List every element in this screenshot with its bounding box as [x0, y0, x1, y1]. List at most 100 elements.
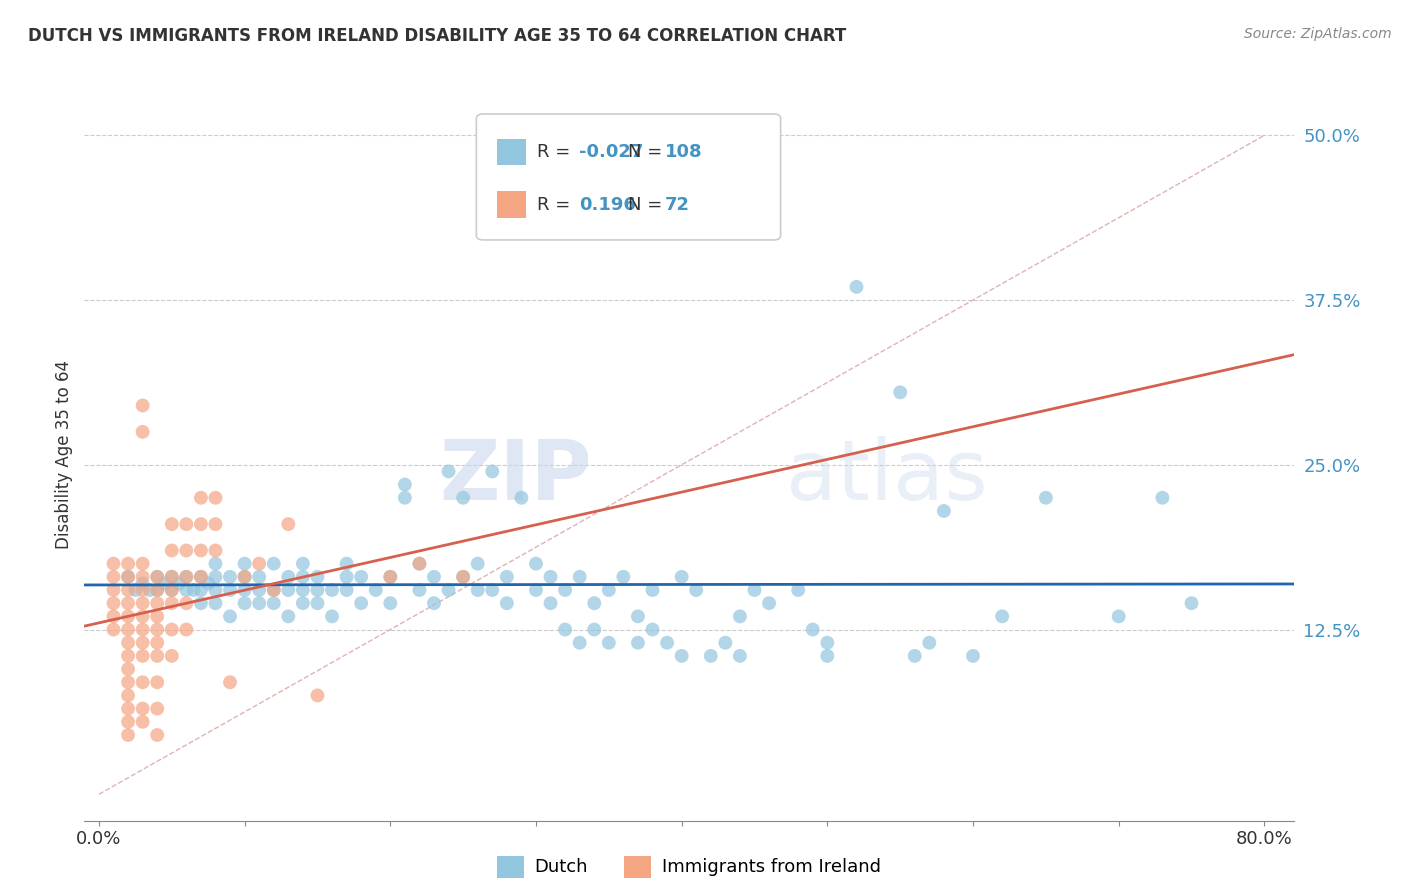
- Point: [131, 570, 153, 584]
- Point: [160, 648, 183, 663]
- Point: [176, 596, 198, 610]
- Point: [350, 570, 373, 584]
- Point: [685, 582, 707, 597]
- Point: [291, 557, 314, 571]
- Point: [437, 582, 460, 597]
- Text: 0.196: 0.196: [579, 195, 636, 213]
- Point: [380, 570, 402, 584]
- Point: [495, 596, 517, 610]
- Point: [204, 491, 226, 505]
- Point: [131, 399, 153, 413]
- Point: [160, 596, 183, 610]
- Point: [277, 582, 299, 597]
- Point: [568, 636, 591, 650]
- Point: [176, 517, 198, 532]
- Point: [904, 648, 927, 663]
- Point: [117, 570, 139, 584]
- Point: [204, 557, 226, 571]
- Point: [117, 623, 139, 637]
- Text: ZIP: ZIP: [440, 436, 592, 517]
- Point: [524, 557, 547, 571]
- Point: [714, 636, 737, 650]
- Point: [117, 701, 139, 715]
- Point: [190, 491, 212, 505]
- Point: [612, 570, 634, 584]
- Point: [190, 570, 212, 584]
- Point: [423, 570, 446, 584]
- Point: [291, 596, 314, 610]
- Point: [728, 648, 751, 663]
- Point: [146, 582, 169, 597]
- Point: [598, 582, 620, 597]
- Point: [728, 609, 751, 624]
- Point: [336, 570, 359, 584]
- Point: [889, 385, 911, 400]
- Point: [190, 570, 212, 584]
- Point: [131, 576, 153, 591]
- Point: [263, 596, 285, 610]
- Point: [146, 570, 169, 584]
- Point: [103, 596, 125, 610]
- Point: [176, 570, 198, 584]
- Point: [131, 714, 153, 729]
- Text: R =: R =: [537, 195, 582, 213]
- Point: [103, 582, 125, 597]
- Point: [117, 636, 139, 650]
- Point: [307, 582, 329, 597]
- Point: [962, 648, 984, 663]
- Point: [1180, 596, 1202, 610]
- Point: [204, 517, 226, 532]
- Point: [117, 557, 139, 571]
- Y-axis label: Disability Age 35 to 64: Disability Age 35 to 64: [55, 360, 73, 549]
- Point: [641, 623, 664, 637]
- Point: [117, 714, 139, 729]
- Point: [190, 596, 212, 610]
- Text: 72: 72: [665, 195, 690, 213]
- Point: [627, 636, 650, 650]
- Point: [655, 636, 678, 650]
- Point: [204, 543, 226, 558]
- Point: [146, 675, 169, 690]
- Point: [131, 557, 153, 571]
- Point: [160, 570, 183, 584]
- Point: [263, 582, 285, 597]
- Point: [117, 662, 139, 676]
- Point: [117, 596, 139, 610]
- Text: atlas: atlas: [786, 436, 987, 517]
- Point: [277, 570, 299, 584]
- Point: [131, 623, 153, 637]
- Point: [568, 570, 591, 584]
- Point: [1035, 491, 1057, 505]
- Text: N =: N =: [628, 143, 668, 161]
- Point: [183, 582, 205, 597]
- Point: [146, 623, 169, 637]
- Point: [167, 576, 190, 591]
- Point: [932, 504, 955, 518]
- Point: [1152, 491, 1174, 505]
- Point: [336, 557, 359, 571]
- Point: [495, 570, 517, 584]
- Point: [233, 582, 256, 597]
- Point: [263, 582, 285, 597]
- Point: [131, 636, 153, 650]
- Point: [204, 570, 226, 584]
- Point: [117, 728, 139, 742]
- Point: [336, 582, 359, 597]
- Point: [131, 701, 153, 715]
- Text: R =: R =: [537, 143, 576, 161]
- Point: [758, 596, 780, 610]
- Point: [176, 582, 198, 597]
- Point: [219, 582, 242, 597]
- Point: [583, 596, 606, 610]
- Point: [451, 570, 474, 584]
- Point: [190, 582, 212, 597]
- Point: [671, 570, 693, 584]
- Point: [598, 636, 620, 650]
- Point: [991, 609, 1014, 624]
- Point: [744, 582, 766, 597]
- Point: [627, 609, 650, 624]
- Point: [451, 491, 474, 505]
- Point: [219, 570, 242, 584]
- Point: [139, 582, 162, 597]
- Point: [146, 582, 169, 597]
